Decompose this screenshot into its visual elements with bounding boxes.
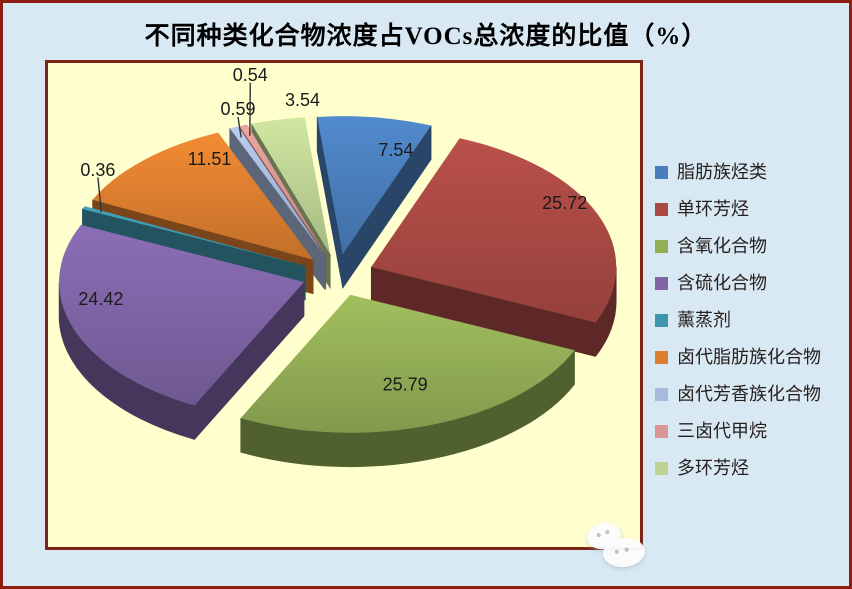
legend-swatch-icon: [655, 424, 668, 438]
pie-value-label-3: 24.42: [78, 289, 123, 309]
pie-value-label-5: 11.51: [188, 149, 232, 169]
legend-swatch-icon: [655, 387, 668, 401]
legend-swatch-icon: [655, 350, 668, 364]
legend-item-1: 单环芳烃: [655, 198, 821, 220]
legend-label: 薰蒸剂: [677, 310, 731, 330]
legend-swatch-icon: [655, 239, 668, 253]
pie-value-label-4: 0.36: [80, 160, 115, 180]
pie-slice-3: [58, 224, 305, 440]
pie-value-label-8: 3.54: [285, 90, 320, 110]
legend-item-4: 薰蒸剂: [655, 309, 821, 331]
legend-label: 卤代脂肪族化合物: [677, 347, 821, 367]
legend-label: 含硫化合物: [677, 273, 767, 293]
label-leader-line: [97, 177, 103, 213]
legend-item-7: 三卤代甲烷: [655, 420, 821, 442]
legend-swatch-icon: [655, 165, 668, 179]
legend-swatch-icon: [655, 313, 668, 327]
legend-item-0: 脂肪族烃类: [655, 161, 821, 183]
chart-title: 不同种类化合物浓度占VOCs总浓度的比值（%）: [144, 23, 708, 50]
plot-area: 7.54 25.72 25.79 24.42 0.36 11.51 0.59 0.54 3.54: [45, 60, 643, 550]
legend-item-3: 含硫化合物: [655, 272, 821, 294]
pie-value-label-0: 7.54: [378, 140, 413, 160]
pie-slice-0: [316, 116, 432, 289]
legend: 脂肪族烃类单环芳烃含氧化合物含硫化合物薰蒸剂卤代脂肪族化合物 卤代芳香族化合物 三卤…: [655, 161, 821, 479]
legend-label: 三卤代甲烷: [677, 421, 767, 441]
legend-label: 脂肪族烃类: [677, 162, 767, 182]
legend-label: 含氧化合物: [677, 236, 767, 256]
pie-3d: 7.54 25.72 25.79 24.42 0.36 11.51 0.59 0.54 3.54: [58, 65, 617, 468]
pie-value-label-1: 25.72: [542, 193, 587, 213]
legend-item-6: 卤代芳香族化合物: [655, 383, 821, 405]
label-leader-line: [237, 116, 242, 138]
pie-value-label-2: 25.79: [383, 374, 428, 394]
pie-value-label-7: 0.54: [233, 65, 268, 85]
pie-slice-2: [240, 294, 575, 468]
pie-value-label-6: 0.59: [220, 99, 255, 119]
legend-item-8: 多环芳烃: [655, 457, 821, 479]
legend-swatch-icon: [655, 276, 668, 290]
legend-swatch-icon: [655, 461, 668, 475]
pie-slice-1: [370, 138, 617, 357]
legend-item-2: 含氧化合物: [655, 235, 821, 257]
legend-label: 单环芳烃: [677, 199, 749, 219]
legend-swatch-icon: [655, 202, 668, 216]
legend-label: 卤代芳香族化合物: [677, 384, 821, 404]
legend-label: 多环芳烃: [677, 458, 749, 478]
legend-item-5: 卤代脂肪族化合物: [655, 346, 821, 368]
